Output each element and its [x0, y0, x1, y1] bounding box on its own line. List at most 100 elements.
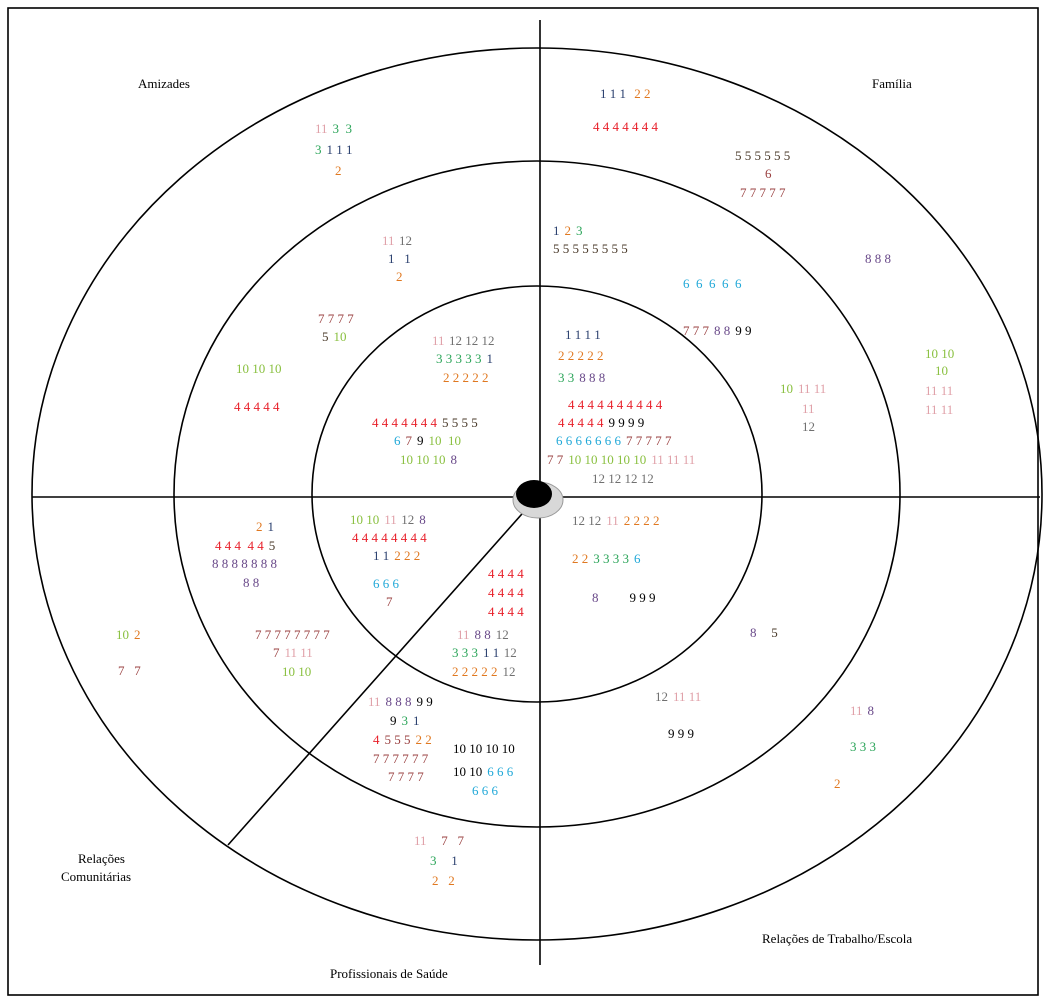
number-line: 6	[765, 166, 772, 181]
number-line: 8 8 8 8 8 8 8	[212, 556, 277, 571]
number-line: 10	[935, 363, 948, 378]
number-group: 6 6 6	[487, 764, 514, 779]
number-group: 12 12 12 12	[592, 471, 654, 486]
number-group: 7 7 7 7 7	[740, 185, 786, 200]
number-line: 4 4 4 4 4 9 9 9 9	[558, 415, 644, 430]
number-group: 12	[504, 645, 517, 660]
number-group: 11 11 11	[651, 452, 695, 467]
number-line: 1 1	[388, 251, 411, 266]
number-group: 2	[565, 223, 572, 238]
number-group: 5	[322, 329, 329, 344]
number-group: 4 4 4 4 4	[215, 538, 264, 553]
frame	[7, 7, 1039, 996]
number-line: 7 7 7 7 7	[740, 185, 786, 200]
number-line: 10 10 10	[236, 361, 282, 376]
number-line: 12 12 11 2 2 2 2	[572, 513, 660, 528]
number-group: 7 7 7 7	[318, 311, 354, 326]
number-group: 6	[394, 433, 401, 448]
number-line: 2	[396, 269, 403, 284]
number-group: 8	[750, 625, 757, 640]
number-line: 7 7 7 7 7 7 7 7	[255, 627, 330, 642]
number-line: 11 3 3	[315, 121, 352, 136]
number-group: 3 3 3	[850, 739, 876, 754]
number-group: 4 4 4 4	[488, 566, 524, 581]
number-line: 6 6 6 6 6	[683, 276, 742, 291]
number-group: 12 12 12	[449, 333, 495, 348]
number-group: 6	[634, 551, 641, 566]
number-line: 11 12	[382, 233, 412, 248]
number-line: 4 4 4 4 4 5	[215, 538, 275, 553]
number-line: 4 5 5 5 2 2	[373, 732, 432, 747]
center-dot	[516, 480, 552, 508]
number-group: 8 8 8 8 8 8 8	[212, 556, 277, 571]
sector-label: Comunitárias	[61, 869, 131, 884]
number-group: 3	[430, 853, 437, 868]
sector-label: Relações de Trabalho/Escola	[762, 931, 912, 946]
number-group: 9 9 9 9	[609, 415, 645, 430]
number-group: 1	[268, 519, 275, 534]
number-group: 4 4 4 4 4	[234, 399, 280, 414]
number-group: 7 7	[118, 663, 141, 678]
number-group: 8 8 8	[865, 251, 891, 266]
number-group: 5 5 5 5 5 5 5 5	[553, 241, 628, 256]
number-line: 7 11 11	[273, 645, 313, 660]
number-line: 10 10 6 6 6	[453, 764, 514, 779]
number-line: 4 4 4 4 4 4 4 4	[352, 530, 427, 545]
number-line: 10 2	[116, 627, 141, 642]
number-line: 7	[386, 594, 393, 609]
number-group: 10 10	[925, 346, 954, 361]
number-group: 3	[576, 223, 583, 238]
number-group: 12	[503, 664, 516, 679]
number-line: 12	[802, 419, 815, 434]
number-group: 7	[273, 645, 280, 660]
number-group: 5	[269, 538, 276, 553]
number-group: 9 9	[735, 323, 751, 338]
number-group: 4 4 4 4	[488, 585, 524, 600]
number-group: 2 2	[572, 551, 588, 566]
sector-label: Profissionais de Saúde	[330, 966, 448, 981]
number-group: 7 7 7 7 7 7	[373, 751, 429, 766]
number-line: 6 6 6	[373, 576, 400, 591]
number-group: 11 11	[285, 645, 313, 660]
number-group: 8	[419, 512, 426, 527]
number-group: 6 6 6	[472, 783, 499, 798]
number-group: 7	[386, 594, 393, 609]
number-line: 1 1 1 2 2	[600, 86, 651, 101]
number-group: 10 10	[282, 664, 311, 679]
number-group: 1 1	[373, 548, 389, 563]
number-line: 8 8 8	[865, 251, 891, 266]
number-group: 10 10 10	[236, 361, 282, 376]
number-group: 1 1	[483, 645, 499, 660]
number-group: 4 4 4 4 4	[558, 415, 604, 430]
number-group: 2	[335, 163, 342, 178]
number-group: 11 11	[925, 383, 953, 398]
number-line: 10 10 10 8	[400, 452, 457, 467]
number-line: 6 6 6	[472, 783, 499, 798]
number-line: 4 4 4 4 4 4 4 4 4 4	[568, 397, 663, 412]
number-line: 12 12 12 12	[592, 471, 654, 486]
number-group: 3 3	[333, 121, 353, 136]
number-group: 7 7 7 7 7 7 7 7	[255, 627, 330, 642]
number-group: 3 3 3 3 3	[436, 351, 482, 366]
number-line: 10 10	[925, 346, 954, 361]
number-line: 3 3 3 3 3 1	[436, 351, 493, 366]
number-group: 12	[655, 689, 668, 704]
number-line: 7 7 7 7	[318, 311, 354, 326]
number-group: 4 4 4 4 4 4 4 4 4 4	[568, 397, 663, 412]
number-group: 7	[406, 433, 413, 448]
number-group: 8	[592, 590, 599, 605]
number-group: 5 5 5 5	[442, 415, 478, 430]
number-group: 1	[553, 223, 560, 238]
number-group: 2 2 2 2 2	[558, 348, 604, 363]
number-line: 10 11 11	[780, 381, 826, 396]
number-line: 7 7	[118, 663, 141, 678]
number-line: 4 4 4 4 4 4 4	[593, 119, 659, 134]
number-group: 9	[390, 713, 397, 728]
number-group: 7 7 7 7 7	[626, 433, 672, 448]
number-group: 8 8 8	[579, 370, 605, 385]
number-line: 2 2	[432, 873, 455, 888]
number-group: 10	[116, 627, 129, 642]
number-group: 2 2	[631, 86, 651, 101]
